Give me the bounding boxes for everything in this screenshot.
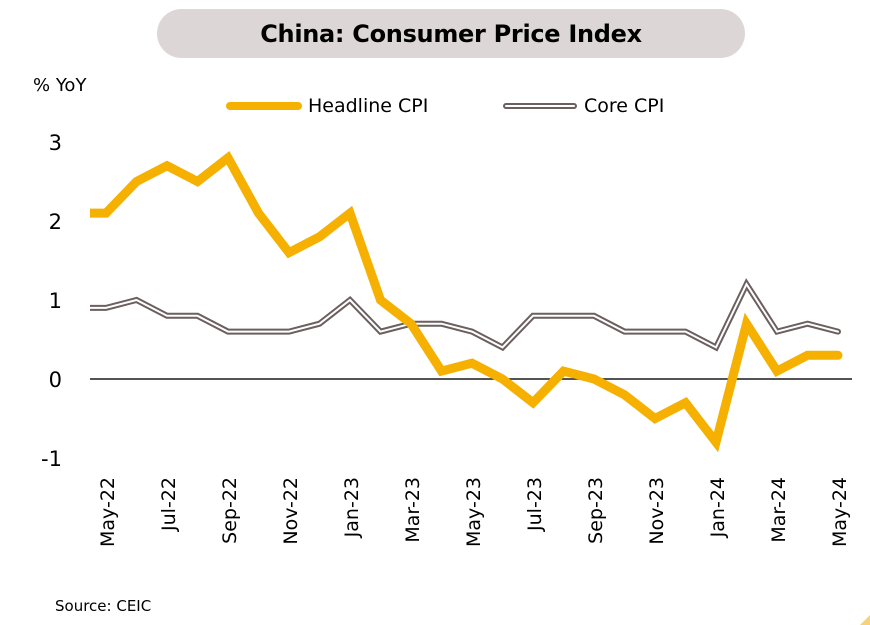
chart-title-banner: China: Consumer Price Index xyxy=(157,9,745,58)
legend-label-core: Core CPI xyxy=(584,95,665,117)
y-tick-label: -1 xyxy=(41,447,62,471)
series-line-core-cpi-inner xyxy=(90,282,839,349)
y-tick-label: 2 xyxy=(49,210,62,234)
x-tick-label: Mar-24 xyxy=(768,477,790,543)
x-tick-label: May-24 xyxy=(829,477,851,547)
source-note: Source: CEIC xyxy=(55,597,152,615)
y-tick-label: 0 xyxy=(49,368,62,392)
x-tick-label: Nov-22 xyxy=(280,477,302,545)
legend-swatch-core xyxy=(503,103,577,109)
x-tick-label: May-23 xyxy=(463,477,485,547)
x-tick-label: Jan-23 xyxy=(341,477,363,538)
x-tick-label: Jul-23 xyxy=(524,477,546,532)
corner-decoration xyxy=(860,615,870,625)
series-layer xyxy=(90,151,843,453)
x-tick-label: Nov-23 xyxy=(646,477,668,545)
y-axis-ticks: 3 2 1 0 -1 xyxy=(41,131,62,471)
chart-title: China: Consumer Price Index xyxy=(260,19,642,48)
legend-item-headline: Headline CPI xyxy=(226,94,428,118)
x-tick-label: Sep-22 xyxy=(219,477,241,544)
x-tick-label: Jan-24 xyxy=(707,477,729,538)
y-axis-label: % YoY xyxy=(33,75,87,96)
y-tick-label: 1 xyxy=(49,289,62,313)
legend-item-core: Core CPI xyxy=(502,94,664,118)
x-tick-label: Mar-23 xyxy=(402,477,424,543)
x-tick-label: Jul-22 xyxy=(158,477,180,532)
x-axis-ticks: May-22 Jul-22 Sep-22 Nov-22 Jan-23 Mar-23 May-… xyxy=(97,477,851,547)
series-line-headline-cpi xyxy=(90,151,843,453)
x-tick-label: Sep-23 xyxy=(585,477,607,544)
legend-swatch-headline xyxy=(226,102,302,110)
y-tick-label: 3 xyxy=(49,131,62,155)
legend-label-headline: Headline CPI xyxy=(308,95,429,117)
x-tick-label: May-22 xyxy=(97,477,119,547)
